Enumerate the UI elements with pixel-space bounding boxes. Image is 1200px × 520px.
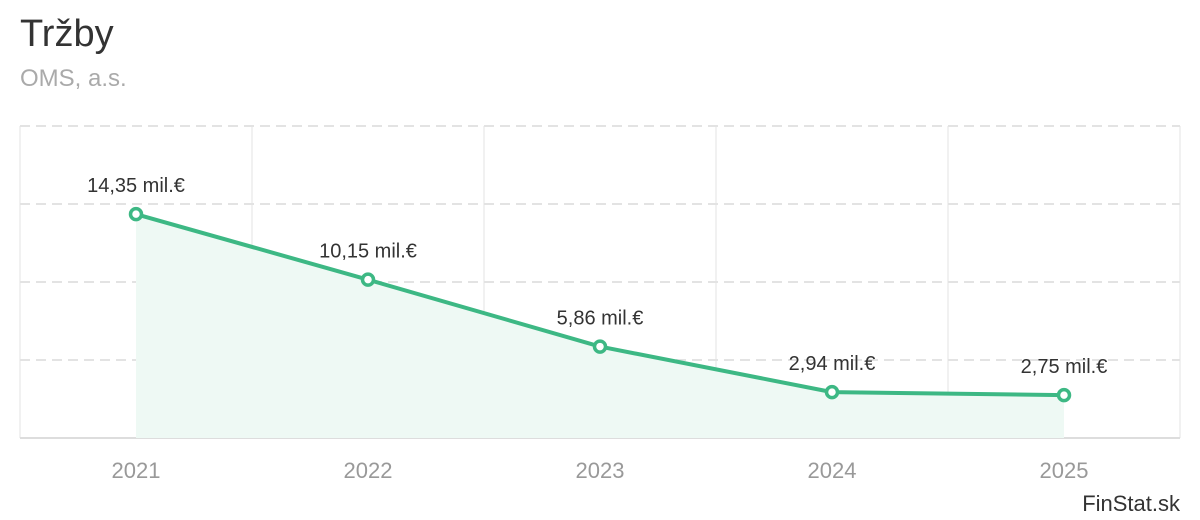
data-point-2021 <box>128 206 144 222</box>
data-label-2021: 14,35 mil.€ <box>87 175 185 197</box>
x-tick-label: 2023 <box>576 458 625 483</box>
data-point-2023 <box>592 339 608 354</box>
data-label-2023: 5,86 mil.€ <box>557 308 644 330</box>
data-point-2024 <box>824 384 840 400</box>
data-point-2025 <box>1056 387 1072 403</box>
data-point-2022 <box>360 272 376 287</box>
chart-subtitle: OMS, a.s. <box>20 65 127 92</box>
x-tick-label: 2022 <box>344 458 393 483</box>
chart-title: Tržby <box>20 13 114 55</box>
data-label-2024: 2,94 mil.€ <box>789 353 876 375</box>
series-area <box>136 214 1064 438</box>
data-label-2025: 2,75 mil.€ <box>1021 356 1108 378</box>
data-label-2022: 10,15 mil.€ <box>319 241 417 263</box>
finstat-credit-link[interactable]: FinStat.sk <box>1082 490 1180 516</box>
x-tick-label: 2025 <box>1040 458 1089 483</box>
x-tick-label: 2024 <box>808 458 857 483</box>
x-tick-label: 2021 <box>112 458 161 483</box>
